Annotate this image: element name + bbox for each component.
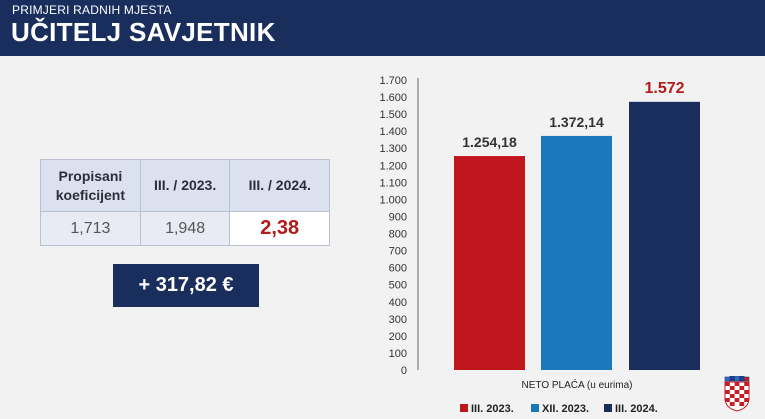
legend-label: III. 2024. xyxy=(615,403,658,415)
table-header-cell: Propisani koeficijent xyxy=(40,159,141,212)
y-tick-label: 200 xyxy=(389,331,407,343)
table-header-cell: III. / 2024. xyxy=(229,159,330,212)
y-tick-label: 700 xyxy=(389,246,407,258)
x-axis-label: NETO PLAĆA (u eurima) xyxy=(522,378,633,391)
table-cell-highlight: 2,38 xyxy=(229,211,330,246)
legend-swatch xyxy=(531,404,539,412)
header-subtitle: PRIMJERI RADNIH MJESTA xyxy=(12,3,172,17)
bar-value-label: 1.372,14 xyxy=(549,114,604,130)
salary-increase-badge: + 317,82 € xyxy=(113,264,259,307)
y-tick-label: 1.300 xyxy=(379,143,407,155)
y-tick-label: 1.600 xyxy=(379,92,407,104)
y-tick-label: 1.100 xyxy=(379,177,407,189)
table-header-row: Propisani koeficijent III. / 2023. III. … xyxy=(40,159,330,212)
table-header-cell: III. / 2023. xyxy=(139,159,231,212)
page-title: UČITELJ SAVJETNIK xyxy=(11,17,276,47)
y-tick-label: 600 xyxy=(389,263,407,275)
y-tick-label: 400 xyxy=(389,297,407,309)
y-tick-label: 100 xyxy=(389,348,407,360)
y-tick-label: 1.700 xyxy=(379,75,407,87)
y-tick-label: 1.400 xyxy=(379,126,407,138)
bar xyxy=(541,135,612,370)
coefficient-table: Propisani koeficijent III. / 2023. III. … xyxy=(40,159,330,246)
y-tick-label: 500 xyxy=(389,280,407,292)
y-tick-label: 1.000 xyxy=(379,194,407,206)
table-cell: 1,713 xyxy=(40,211,141,246)
legend-label: XII. 2023. xyxy=(542,403,589,415)
legend-label: III. 2023. xyxy=(471,403,514,415)
legend-swatch xyxy=(604,404,612,412)
header-banner: PRIMJERI RADNIH MJESTA UČITELJ SAVJETNIK xyxy=(0,0,765,56)
y-tick-label: 800 xyxy=(389,229,407,241)
table-cell: 1,948 xyxy=(139,211,231,246)
bar-value-label: 1.572 xyxy=(644,80,684,97)
bar xyxy=(629,101,700,370)
y-tick-label: 1.500 xyxy=(379,109,407,121)
croatian-coat-of-arms-icon xyxy=(724,376,750,412)
y-tick-label: 300 xyxy=(389,314,407,326)
y-tick-label: 900 xyxy=(389,211,407,223)
bar xyxy=(454,156,525,370)
legend-swatch xyxy=(460,404,468,412)
bar-value-label: 1.254,18 xyxy=(462,134,517,150)
y-tick-label: 0 xyxy=(401,365,407,377)
table-row: 1,713 1,948 2,38 xyxy=(40,211,330,246)
y-tick-label: 1.200 xyxy=(379,160,407,172)
